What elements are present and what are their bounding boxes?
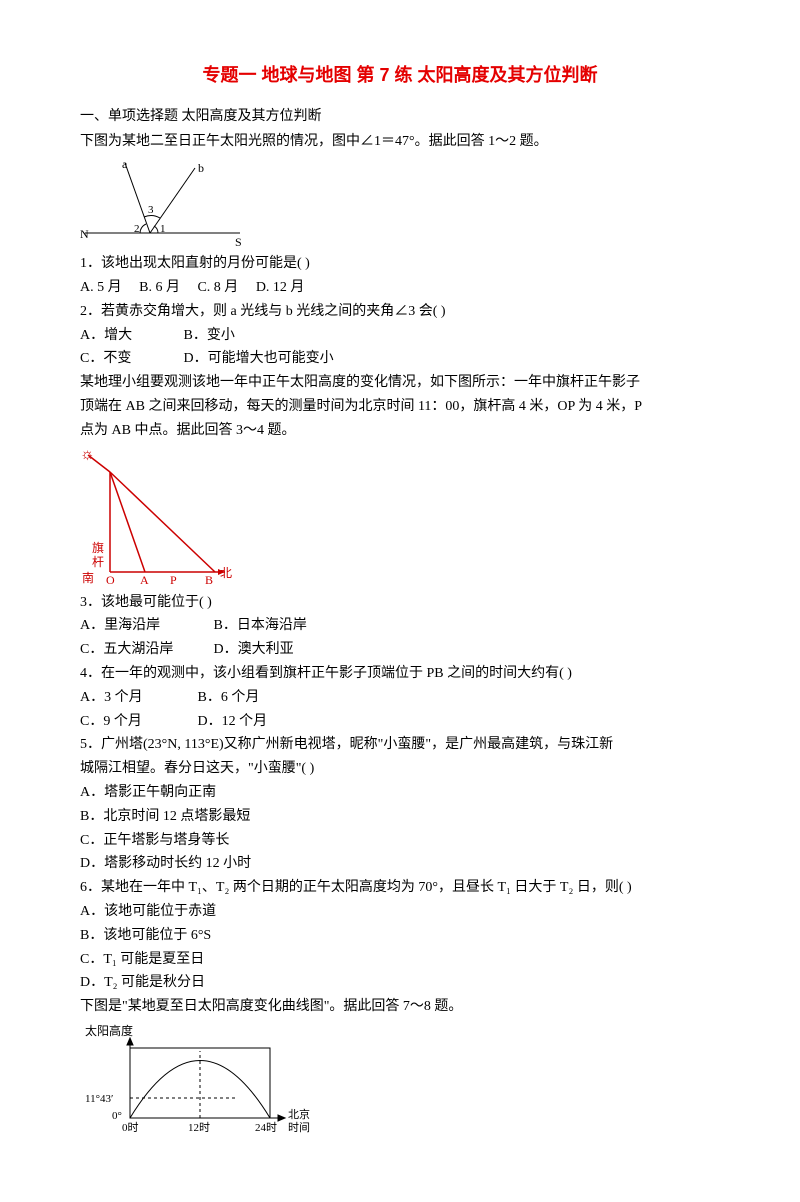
question-3: 3．该地最可能位于( ): [80, 591, 720, 615]
fig1-label-a: a: [122, 158, 128, 171]
question-5-line2: 城隔江相望。春分日这天，"小蛮腰"( ): [80, 757, 720, 781]
intro-2-line2: 顶端在 AB 之间来回移动，每天的测量时间为北京时间 11：00，旗杆高 4 米…: [80, 395, 720, 419]
fig1-label-2: 2: [134, 223, 140, 235]
question-4-options: A．3 个月 B．6 个月: [80, 686, 720, 710]
q3-opt-d: D．澳大利亚: [214, 642, 294, 657]
question-4: 4．在一年的观测中，该小组看到旗杆正午影子顶端位于 PB 之间的时间大约有( ): [80, 662, 720, 686]
q2-opt-b: B．变小: [184, 328, 235, 343]
q5-opt-a: A．塔影正午朝向正南: [80, 781, 720, 805]
question-2-options-row1: A．增大 B．变小: [80, 324, 720, 348]
question-2: 2．若黄赤交角增大，则 a 光线与 b 光线之间的夹角∠3 会( ): [80, 300, 720, 324]
fig1-label-b: b: [198, 161, 204, 175]
q6-opt-c: C．T₁ 可能是夏至日: [80, 948, 720, 972]
figure-3: 太阳高度 11°43′ 0° 0时 12时 24时 北京 时间: [80, 1023, 720, 1138]
fig1-label-S: S: [235, 235, 242, 248]
q6-opt-d: D．T₂ 可能是秋分日: [80, 971, 720, 995]
q3-opt-a: A．里海沿岸: [80, 614, 210, 638]
q4-opt-c: C．9 个月: [80, 710, 180, 734]
q5-opt-d: D．塔影移动时长约 12 小时: [80, 852, 720, 876]
fig2-flag-bottom: 杆: [92, 555, 104, 569]
figure-2: ☼ 旗 杆 南 O A P B 北: [80, 447, 720, 587]
fig2-flag-top: 旗: [92, 540, 104, 555]
question-4-options-2: C．9 个月 D．12 个月: [80, 710, 720, 734]
q4-opt-b: B．6 个月: [198, 690, 260, 705]
q4-opt-d: D．12 个月: [198, 714, 268, 729]
fig1-label-3: 3: [148, 204, 154, 216]
q4-opt-a: A．3 个月: [80, 686, 180, 710]
question-3-options-row1: A．里海沿岸 B．日本海沿岸: [80, 614, 720, 638]
fig2-A: A: [140, 573, 149, 587]
q5-opt-b: B．北京时间 12 点塔影最短: [80, 805, 720, 829]
q6-opt-b: B．该地可能位于 6°S: [80, 924, 720, 948]
q3-opt-b: B．日本海沿岸: [214, 618, 307, 633]
fig2-O: O: [106, 573, 115, 587]
fig2-south: 南: [82, 570, 94, 585]
q6-opt-a: A．该地可能位于赤道: [80, 900, 720, 924]
figure-1: a b N S 1 2 3: [80, 158, 720, 248]
fig1-label-1: 1: [160, 223, 166, 235]
intro-2-line3: 点为 AB 中点。据此回答 3～4 题。: [80, 419, 720, 443]
fig3-ylabel: 太阳高度: [85, 1023, 133, 1038]
fig3-xend1: 北京: [288, 1107, 310, 1121]
q1-opt-a: A. 5 月: [80, 280, 122, 295]
fig3-y0: 0°: [112, 1110, 122, 1122]
fig2-B: B: [205, 573, 213, 587]
q3-opt-c: C．五大湖沿岸: [80, 638, 210, 662]
question-3-options-row2: C．五大湖沿岸 D．澳大利亚: [80, 638, 720, 662]
page-title: 专题一 地球与地图 第 7 练 太阳高度及其方位判断: [80, 60, 720, 91]
q2-opt-a: A．增大: [80, 324, 180, 348]
q2-opt-d: D．可能增大也可能变小: [184, 351, 334, 366]
intro-3: 下图是"某地夏至日太阳高度变化曲线图"。据此回答 7～8 题。: [80, 995, 720, 1019]
q1-opt-b: B. 6 月: [139, 280, 180, 295]
question-1-options: A. 5 月 B. 6 月 C. 8 月 D. 12 月: [80, 276, 720, 300]
q1-opt-c: C. 8 月: [197, 280, 238, 295]
q5-opt-c: C．正午塔影与塔身等长: [80, 829, 720, 853]
question-2-options-row2: C．不变 D．可能增大也可能变小: [80, 347, 720, 371]
fig1-label-N: N: [80, 227, 89, 241]
fig2-P: P: [170, 573, 177, 587]
q1-opt-d: D. 12 月: [256, 280, 305, 295]
question-1: 1．该地出现太阳直射的月份可能是( ): [80, 252, 720, 276]
section-heading: 一、单项选择题 太阳高度及其方位判断: [80, 105, 720, 129]
question-5-line1: 5．广州塔(23°N, 113°E)又称广州新电视塔，昵称"小蛮腰"，是广州最高…: [80, 733, 720, 757]
svg-text:☼: ☼: [80, 447, 95, 463]
intro-1: 下图为某地二至日正午太阳光照的情况，图中∠1＝47°。据此回答 1～2 题。: [80, 130, 720, 154]
fig3-ytick: 11°43′: [85, 1093, 113, 1105]
intro-2-line1: 某地理小组要观测该地一年中正午太阳高度的变化情况，如下图所示：一年中旗杆正午影子: [80, 371, 720, 395]
q2-opt-c: C．不变: [80, 347, 180, 371]
question-6: 6．某地在一年中 T₁、T₂ 两个日期的正午太阳高度均为 70°，且昼长 T₁ …: [80, 876, 720, 900]
